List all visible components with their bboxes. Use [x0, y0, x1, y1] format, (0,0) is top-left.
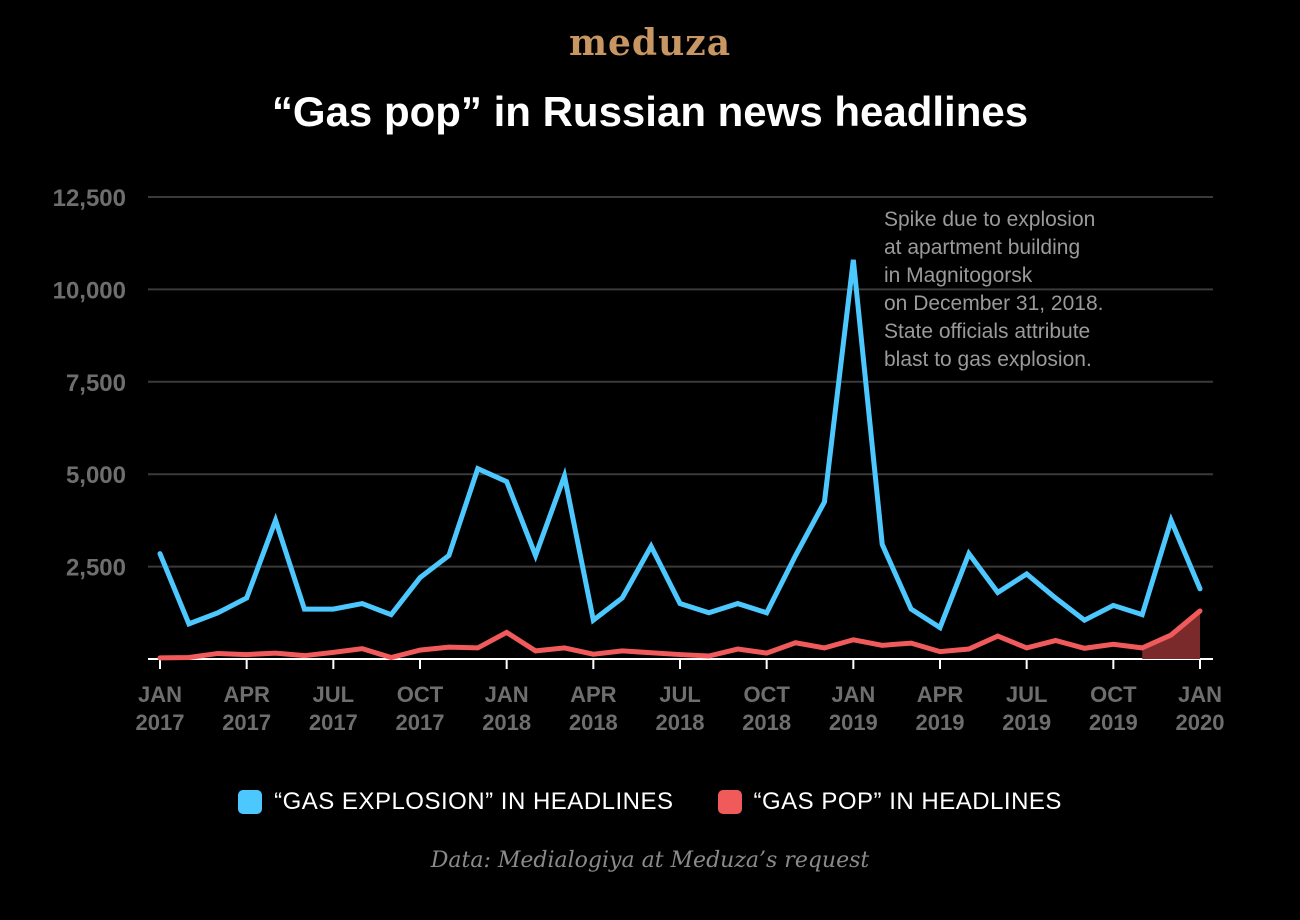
- x-tick-label-month: JAN: [485, 682, 529, 707]
- annotation-line: Spike due to explosion: [884, 208, 1095, 231]
- y-tick-label: 5,000: [66, 462, 126, 489]
- x-tick-label-year: 2019: [916, 710, 965, 735]
- y-tick-label: 12,500: [53, 185, 126, 212]
- legend: “GAS EXPLOSION” IN HEADLINES “GAS POP” I…: [0, 788, 1300, 816]
- source-note: Data: Medialogiya at Meduza’s request: [430, 848, 870, 873]
- annotation-line: on December 31, 2018.: [884, 292, 1103, 315]
- line-chart: 2,500 5,000 7,500 10,000 12,500 JAN 2017 APR 201…: [53, 185, 1225, 735]
- x-tick-label-year: 2018: [482, 710, 531, 735]
- x-tick-label-year: 2017: [222, 710, 271, 735]
- y-tick-label: 10,000: [53, 277, 126, 304]
- x-tick-label-year: 2019: [1002, 710, 1051, 735]
- x-tick-label-month: JAN: [831, 682, 875, 707]
- x-tick-label-month: OCT: [1090, 682, 1137, 707]
- x-tick-label-year: 2020: [1176, 710, 1225, 735]
- x-tick-label-year: 2018: [569, 710, 618, 735]
- x-tick-label-year: 2017: [136, 710, 185, 735]
- x-tick-label-month: OCT: [397, 682, 444, 707]
- x-tick-label-year: 2017: [309, 710, 358, 735]
- legend-label-gas-explosion: “GAS EXPLOSION” IN HEADLINES: [274, 788, 674, 815]
- x-tick-label-month: JUL: [659, 682, 701, 707]
- x-tick-label-year: 2017: [396, 710, 445, 735]
- x-tick-label-month: JAN: [138, 682, 182, 707]
- legend-label-gas-pop: “GAS POP” IN HEADLINES: [753, 788, 1062, 815]
- annotation-line: State officials attribute: [884, 320, 1090, 343]
- x-tick-label-year: 2018: [656, 710, 705, 735]
- legend-item-gas-explosion: “GAS EXPLOSION” IN HEADLINES: [238, 788, 673, 816]
- legend-item-gas-pop: “GAS POP” IN HEADLINES: [717, 788, 1062, 816]
- brand-logo: meduza: [568, 22, 732, 64]
- annotation-line: in Magnitogorsk: [884, 264, 1033, 287]
- x-tick-label-month: APR: [917, 682, 964, 707]
- x-tick-label-month: JAN: [1178, 682, 1222, 707]
- series-line-gas-pop: [157, 608, 1203, 661]
- x-tick-label-month: APR: [223, 682, 270, 707]
- y-tick-label: 2,500: [66, 555, 126, 582]
- y-tick-label: 7,500: [66, 370, 126, 397]
- x-tick-label-year: 2018: [742, 710, 791, 735]
- legend-swatch-gas-explosion: [238, 790, 263, 814]
- annotation-line: blast to gas explosion.: [884, 348, 1092, 371]
- x-tick-label-month: JUL: [1006, 682, 1048, 707]
- x-tick-label-month: JUL: [313, 682, 355, 707]
- x-tick-label-month: OCT: [743, 682, 790, 707]
- x-tick-label-year: 2019: [829, 710, 878, 735]
- legend-swatch-gas-pop: [717, 790, 742, 814]
- annotation-line: at apartment building: [884, 236, 1080, 259]
- chart-title: “Gas pop” in Russian news headlines: [271, 88, 1029, 135]
- series-line-gas-explosion: [157, 259, 1203, 632]
- x-tick-label-year: 2019: [1089, 710, 1138, 735]
- x-tick-label-month: APR: [570, 682, 617, 707]
